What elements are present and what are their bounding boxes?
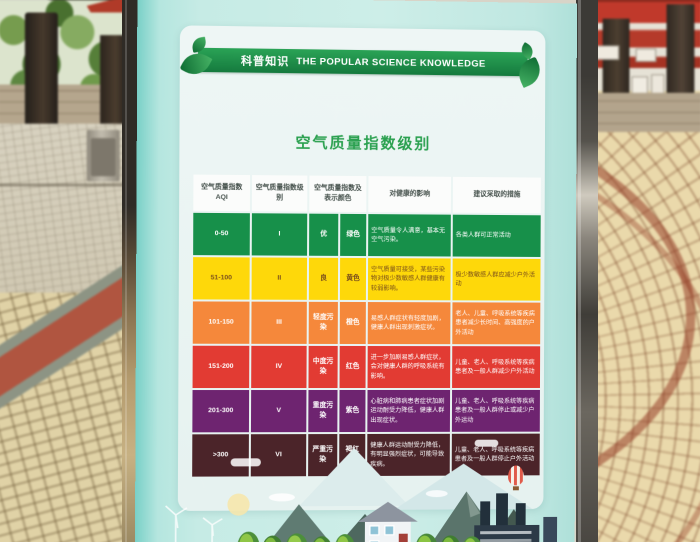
hot-air-balloon-icon [508, 465, 524, 486]
background-plaza-left [0, 0, 190, 542]
category-cell: 重度污染 [308, 390, 338, 433]
col-header-level: 空气质量指数级别 [251, 175, 308, 212]
banner-title-en: THE POPULAR SCIENCE KNOWLEDGE [296, 55, 486, 70]
advice-cell: 儿童、老人、呼吸系统等疾病患者及一般人群停止或减少户外运动 [451, 389, 540, 432]
page-title: 空气质量指数级别 [295, 134, 432, 153]
level-cell: III [251, 301, 307, 344]
advice-cell: 儿童、老人、呼吸系统等疾病患者及一般人群减少户外活动 [452, 346, 541, 388]
color-name-cell: 紫色 [339, 389, 366, 433]
brick-pavement-arcs [594, 90, 700, 542]
wind-turbine-icon [165, 506, 222, 542]
aqi-row-good: 51-100 II 良 黄色 空气质量可接受，某些污染物对极少数敏感人群健康有较… [192, 257, 541, 301]
aqi-row-moderate-pollution: 151-200 IV 中度污染 红色 进一步加剧易感人群症状，会对健康人群的呼吸… [192, 345, 541, 389]
aqi-table-header: 空气质量指数 AQI 空气质量指数级别 空气质量指数及表示颜色 对健康的影响 建… [193, 174, 541, 214]
aqi-range-cell: 0-50 [193, 212, 250, 256]
banner-title-zh: 科普知识 [240, 55, 290, 69]
col-header-health: 对健康的影响 [368, 176, 452, 213]
level-cell: IV [251, 345, 307, 389]
aqi-table: 空气质量指数 AQI 空气质量指数级别 空气质量指数及表示颜色 对健康的影响 建… [190, 173, 543, 479]
signboard-right-post [576, 0, 598, 542]
category-cell: 良 [308, 257, 339, 300]
col-header-category-color: 空气质量指数及表示颜色 [309, 175, 367, 213]
col-header-advice: 建议采取的措施 [452, 176, 541, 214]
color-name-cell: 绿色 [340, 213, 367, 257]
aqi-table-body: 0-50 I 优 绿色 空气质量令人满意，基本无空气污染。 各类人群可正常活动 … [192, 212, 541, 477]
cloud-icon [230, 458, 261, 467]
aqi-range-cell: 101-150 [192, 301, 250, 344]
landscape-svg [135, 490, 558, 542]
info-card: 科普知识 THE POPULAR SCIENCE KNOWLEDGE 空气质量指… [177, 25, 546, 511]
advice-cell: 老人、儿童、呼吸系统等疾病患者减少长时间、高强度的户外活动 [452, 302, 541, 345]
cloud-icon [474, 439, 499, 447]
health-effect-cell: 易感人群症状有轻度加剧，健康人群出现刺激症状。 [367, 302, 451, 345]
aqi-range-cell: 51-100 [192, 257, 250, 300]
aqi-row-light-pollution: 101-150 III 轻度污染 橙色 易感人群症状有轻度加剧，健康人群出现刺激… [192, 301, 541, 345]
health-effect-cell: 空气质量令人满意，基本无空气污染。 [368, 214, 451, 257]
color-name-cell: 橙色 [339, 301, 366, 345]
leaf-icon [190, 36, 208, 53]
pavilion-pillar [100, 35, 126, 135]
signboard: 科普知识 THE POPULAR SCIENCE KNOWLEDGE 空气质量指… [134, 0, 577, 542]
category-cell: 中度污染 [308, 345, 338, 389]
leaf-icon [513, 56, 546, 89]
advice-cell: 各类人群可正常活动 [452, 214, 541, 257]
category-cell: 轻度污染 [308, 301, 338, 344]
background-plaza-right [594, 0, 700, 542]
trash-bin [86, 129, 120, 182]
aqi-range-cell: 151-200 [192, 345, 250, 389]
cloud-icon [268, 490, 448, 502]
aqi-range-cell: 201-300 [192, 390, 250, 433]
category-cell: 优 [309, 213, 339, 256]
color-name-cell: 黄色 [339, 257, 367, 301]
level-cell: VI [250, 434, 307, 477]
color-name-cell: 红色 [339, 345, 366, 389]
house [357, 501, 418, 542]
hanging-sign [595, 45, 620, 60]
health-effect-cell: 心脏病和肺病患者症状加剧运动耐受力降低，健康人群出现症状。 [367, 389, 451, 432]
floor-step-edge [0, 183, 126, 187]
banner-ribbon: 科普知识 THE POPULAR SCIENCE KNOWLEDGE [179, 36, 546, 89]
factory [474, 493, 558, 542]
header-row: 空气质量指数 AQI 空气质量指数级别 空气质量指数及表示颜色 对健康的影响 建… [193, 174, 541, 214]
aqi-row-heavy-pollution: 201-300 V 重度污染 紫色 心脏病和肺病患者症状加剧运动耐受力降低，健康… [192, 389, 540, 433]
landscape-illustration [135, 487, 575, 542]
level-cell: V [250, 390, 307, 433]
advice-cell: 极少数敏感人群应减少户外活动 [452, 258, 541, 301]
sun-icon [227, 493, 250, 516]
health-effect-cell: 空气质量可接受，某些污染物对极少数敏感人群健康有较弱影响。 [367, 258, 451, 301]
aqi-range-cell: >300 [192, 434, 249, 477]
col-header-aqi: 空气质量指数 AQI [193, 174, 251, 212]
hanging-sign [635, 48, 657, 62]
health-effect-cell: 进一步加剧易感人群症状，会对健康人群的呼吸系统有影响。 [367, 346, 451, 388]
level-cell: II [251, 257, 308, 300]
stone-wall [594, 92, 700, 135]
level-cell: I [251, 213, 308, 256]
aqi-row-excellent: 0-50 I 优 绿色 空气质量令人满意，基本无空气污染。 各类人群可正常活动 [193, 212, 541, 257]
